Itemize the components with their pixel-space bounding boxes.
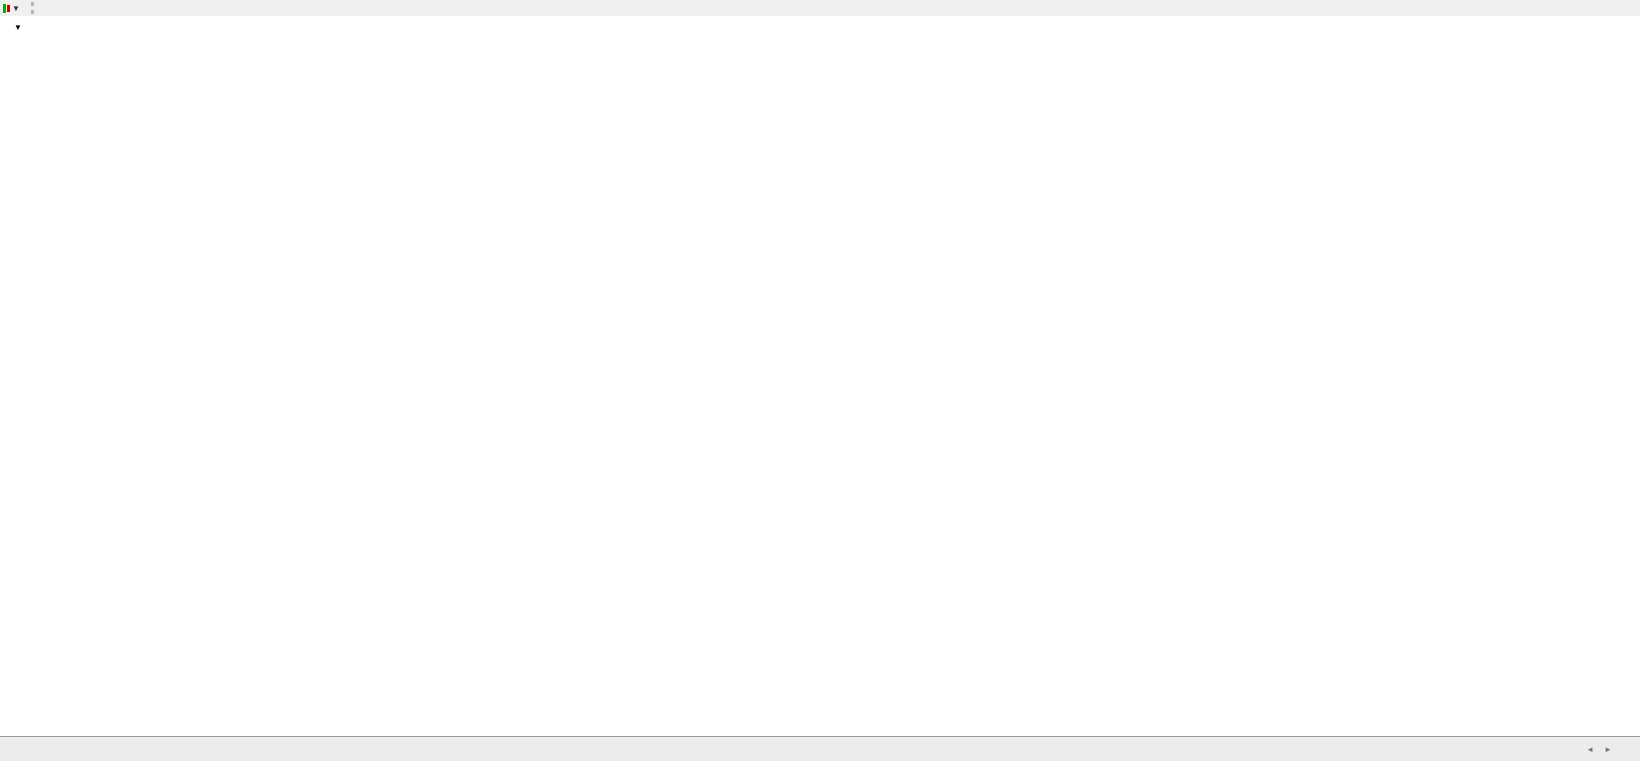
date-axis[interactable]	[0, 721, 1640, 736]
candlestick-chart-icon[interactable]: ▼	[3, 2, 23, 14]
candle-down-glyph	[7, 4, 10, 12]
toolbar-grip-handle[interactable]	[31, 2, 38, 14]
tab-scroll-arrows: ◄►	[1586, 745, 1622, 754]
tab-scroll-left-icon[interactable]: ◄	[1586, 745, 1605, 754]
chart-tab-bar	[0, 736, 1640, 761]
candle-up-glyph	[3, 3, 6, 13]
timeframe-toolbar: ▼	[0, 0, 1640, 16]
chevron-down-icon: ▼	[12, 3, 20, 13]
tab-scroll-right-icon[interactable]: ►	[1604, 745, 1622, 754]
